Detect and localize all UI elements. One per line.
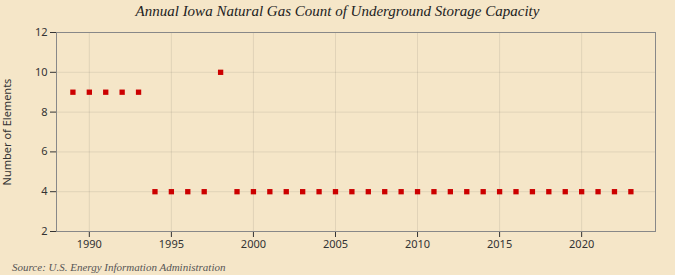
svg-text:1995: 1995 — [159, 236, 184, 251]
svg-text:1990: 1990 — [77, 236, 102, 251]
html-text:Source: U.S. Energy Informatio: Source: U.S. Energy Information Administ… — [12, 261, 226, 273]
svg-text:6: 6 — [41, 143, 47, 158]
svg-text:2015: 2015 — [487, 236, 512, 251]
svg-text:12: 12 — [35, 24, 48, 39]
svg-text:2020: 2020 — [569, 236, 594, 251]
svg-text:2: 2 — [41, 223, 47, 238]
svg-text:2000: 2000 — [241, 236, 266, 251]
svg-text:2005: 2005 — [323, 236, 348, 251]
svg-text:10: 10 — [35, 64, 48, 79]
svg-text:4: 4 — [41, 183, 48, 198]
svg-text:8: 8 — [41, 104, 47, 119]
svg-text:2010: 2010 — [405, 236, 430, 251]
svg-text:Number of Elements: Number of Elements — [0, 79, 14, 186]
html-text:Annual Iowa Natural Gas Count: Annual Iowa Natural Gas Count of Undergr… — [135, 3, 540, 19]
